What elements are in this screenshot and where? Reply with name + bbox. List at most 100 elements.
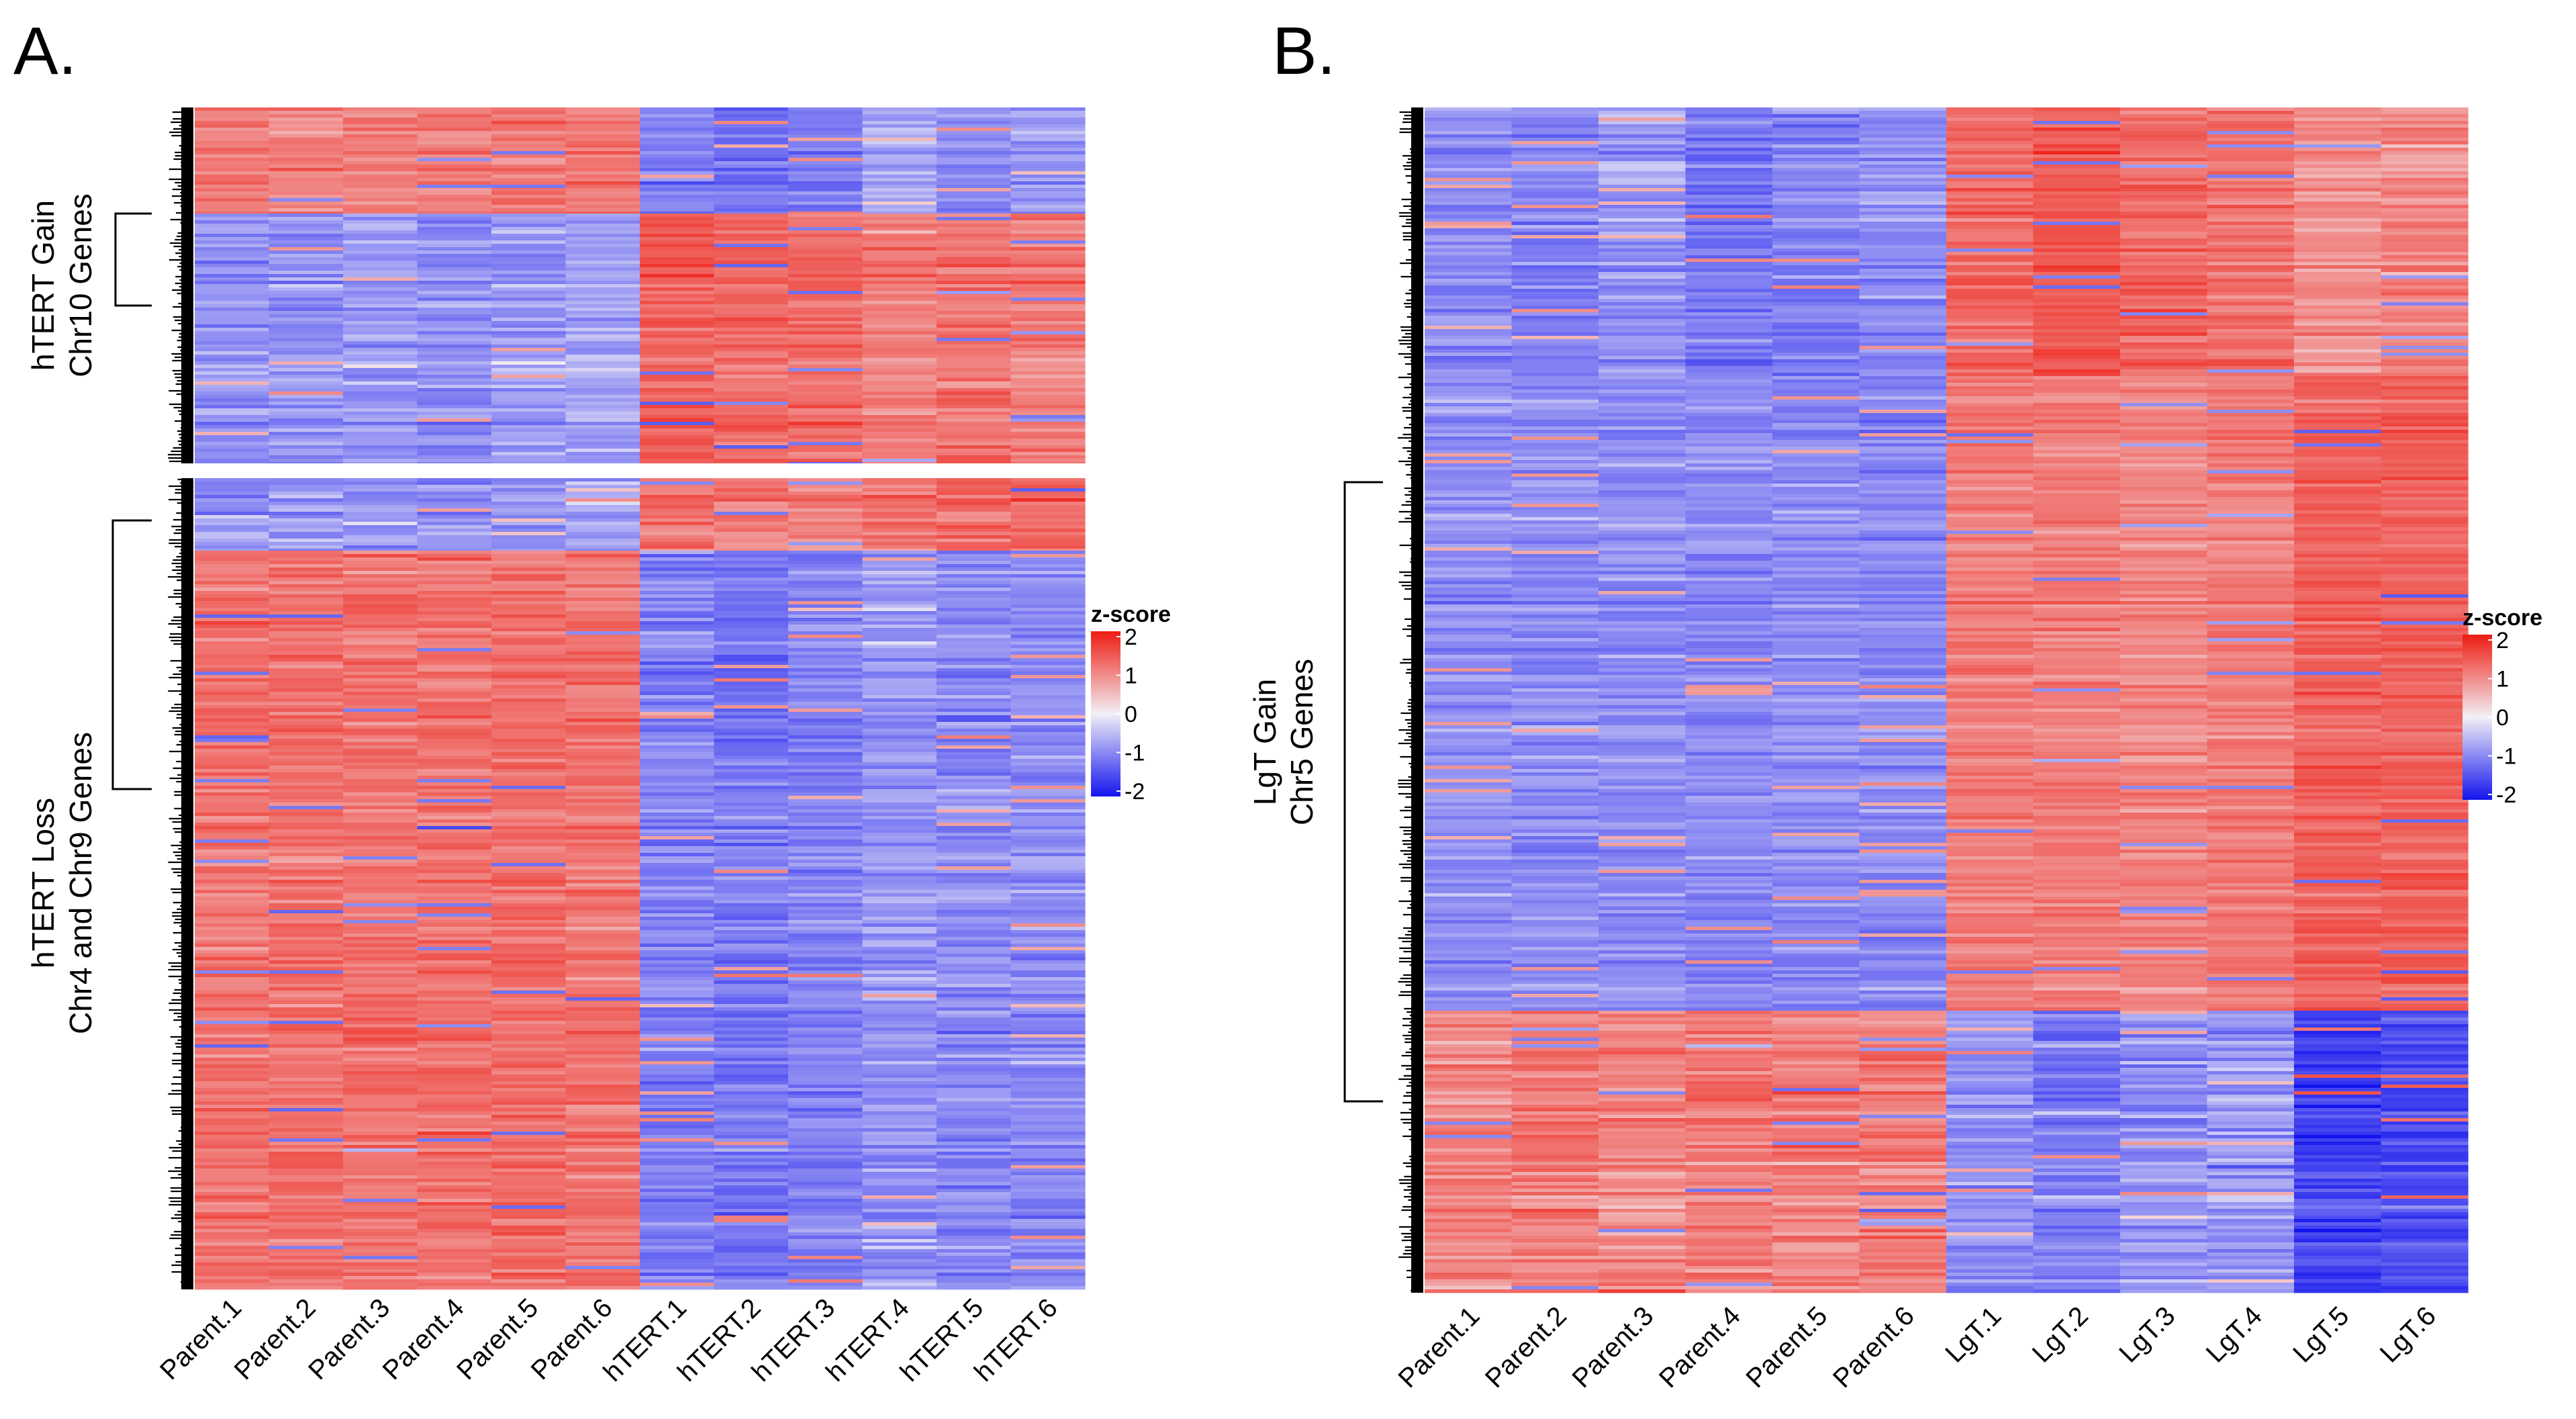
panel-b-heatmap-cell <box>1772 289 1860 293</box>
panel-b-heatmap-cell <box>1511 235 1599 239</box>
panel-b-heatmap-cell <box>1685 242 1773 246</box>
panel-b-heatmap-cell <box>1685 128 1773 132</box>
panel-a-heatmap-cell <box>788 1115 863 1119</box>
panel-a-heatmap-cell <box>862 422 937 426</box>
panel-a-heatmap-cell <box>788 237 863 241</box>
panel-a-heatmap-cell <box>269 937 344 941</box>
panel-a-heatmap-cell <box>417 224 492 228</box>
panel-b-heatmap-cell <box>1425 242 1513 246</box>
panel-a-heatmap-cell <box>491 933 567 937</box>
panel-a-heatmap-cell <box>1010 1263 1086 1267</box>
panel-b-heatmap-cell <box>1859 111 1947 115</box>
panel-a-heatmap-cell <box>640 591 715 595</box>
panel-a-heatmap-cell <box>862 318 937 322</box>
panel-a-heatmap-cell <box>195 574 270 578</box>
panel-a-heatmap-cell <box>788 984 863 988</box>
panel-a-heatmap-cell <box>343 920 418 924</box>
panel-a-heatmap-cell <box>714 371 789 375</box>
panel-a-heatmap-cell <box>788 564 863 568</box>
panel-a-heatmap-cell <box>640 1148 715 1152</box>
panel-a-heatmap-cell <box>640 512 715 516</box>
panel-a-heatmap-cell <box>343 564 418 568</box>
panel-a-heatmap-cell <box>788 917 863 921</box>
panel-a-heatmap-cell <box>862 1034 937 1038</box>
panel-a-heatmap-cell <box>491 923 567 927</box>
panel-b-heatmap-cell <box>1425 195 1513 199</box>
panel-a-heatmap-cell <box>862 214 937 218</box>
panel-a-heatmap-cell <box>788 997 863 1001</box>
panel-a-heatmap-cell <box>195 839 270 843</box>
panel-a-heatmap-cell <box>417 297 492 302</box>
panel-a-heatmap-cell <box>565 459 640 463</box>
panel-a-heatmap-cell <box>1010 1162 1086 1166</box>
panel-a-heatmap-cell <box>565 927 640 931</box>
panel-a-heatmap-cell <box>862 107 937 111</box>
panel-b-heatmap-cell <box>1859 121 1947 125</box>
panel-a-heatmap-cell <box>714 1172 789 1176</box>
panel-a-heatmap-cell <box>1010 114 1086 118</box>
panel-a-heatmap-cell <box>937 542 1012 546</box>
panel-a-heatmap-cell <box>862 789 937 793</box>
panel-a-heatmap-cell <box>640 518 715 522</box>
panel-a-heatmap-cell <box>343 398 418 402</box>
panel-a-heatmap-cell <box>714 1229 789 1233</box>
panel-b-heatmap-cell <box>1599 255 1686 259</box>
panel-a-heatmap-cell <box>788 1249 863 1253</box>
panel-a-heatmap-cell <box>937 395 1012 399</box>
panel-a-heatmap-cell <box>417 195 492 199</box>
panel-a-heatmap-cell <box>1010 1098 1086 1102</box>
panel-a-heatmap-cell <box>640 449 715 453</box>
panel-a-heatmap-cell <box>195 987 270 991</box>
panel-a-heatmap-cell <box>862 601 937 605</box>
panel-a-cluster-2-label: hTERT Loss <box>26 798 60 968</box>
panel-b-heatmap-cell <box>2294 198 2382 202</box>
panel-a-heatmap-cell <box>714 1041 789 1045</box>
panel-a-heatmap-cell <box>491 1115 567 1119</box>
panel-a-heatmap-cell <box>343 459 418 463</box>
panel-b-heatmap-cell <box>1772 118 1860 122</box>
panel-b-heatmap-cell <box>1425 292 1513 296</box>
panel-a-heatmap-cell <box>937 439 1012 443</box>
panel-a-heatmap-cell <box>714 987 789 991</box>
panel-a-heatmap-cell <box>565 1256 640 1260</box>
panel-a-heatmap-cell <box>565 348 640 352</box>
panel-a-heatmap-cell <box>937 799 1012 803</box>
panel-a-heatmap-cell <box>491 987 567 991</box>
panel-a-heatmap-cell <box>714 1074 789 1079</box>
panel-a-heatmap-cell <box>640 1007 715 1011</box>
panel-a-heatmap-cell <box>1010 324 1086 328</box>
panel-b-heatmap-cell <box>2294 255 2382 259</box>
panel-a-heatmap-cell <box>565 792 640 796</box>
panel-a-heatmap-cell <box>417 702 492 706</box>
panel-a-heatmap-cell <box>1010 994 1086 998</box>
panel-a-heatmap-cell <box>788 1108 863 1112</box>
panel-a-heatmap-cell <box>640 829 715 833</box>
panel-a-heatmap-cell <box>491 588 567 592</box>
panel-a-heatmap-cell <box>491 128 567 132</box>
panel-a-heatmap-cell <box>937 631 1012 635</box>
panel-a-heatmap-cell <box>269 1098 344 1102</box>
panel-a-heatmap-cell <box>862 551 937 555</box>
panel-a-heatmap-cell <box>565 212 640 214</box>
panel-a-heatmap-cell <box>269 863 344 867</box>
panel-a-heatmap-cell <box>862 191 937 195</box>
panel-a-heatmap-cell <box>862 1081 937 1085</box>
panel-a-heatmap-cell <box>343 284 418 288</box>
panel-a-heatmap-cell <box>788 1263 863 1267</box>
panel-a-heatmap-cell <box>640 267 715 271</box>
panel-a-heatmap-cell <box>269 412 344 416</box>
panel-b-heatmap-cell <box>1511 171 1599 175</box>
panel-a-heatmap-cell <box>788 833 863 837</box>
panel-a-heatmap-cell <box>937 388 1012 392</box>
panel-a-heatmap-cell <box>195 1007 270 1011</box>
panel-a-heatmap-cell <box>417 561 492 565</box>
panel-a-heatmap-cell <box>640 1027 715 1032</box>
panel-a-heatmap-cell <box>862 776 937 780</box>
panel-a-heatmap-cell <box>788 920 863 924</box>
panel-b-heatmap-cell <box>1425 269 1513 273</box>
panel-a-heatmap-cell <box>1010 532 1086 536</box>
panel-a-heatmap-cell <box>417 641 492 645</box>
panel-a-heatmap-cell <box>862 970 937 974</box>
panel-a-heatmap-cell <box>640 960 715 964</box>
panel-a-heatmap-cell <box>417 492 492 496</box>
